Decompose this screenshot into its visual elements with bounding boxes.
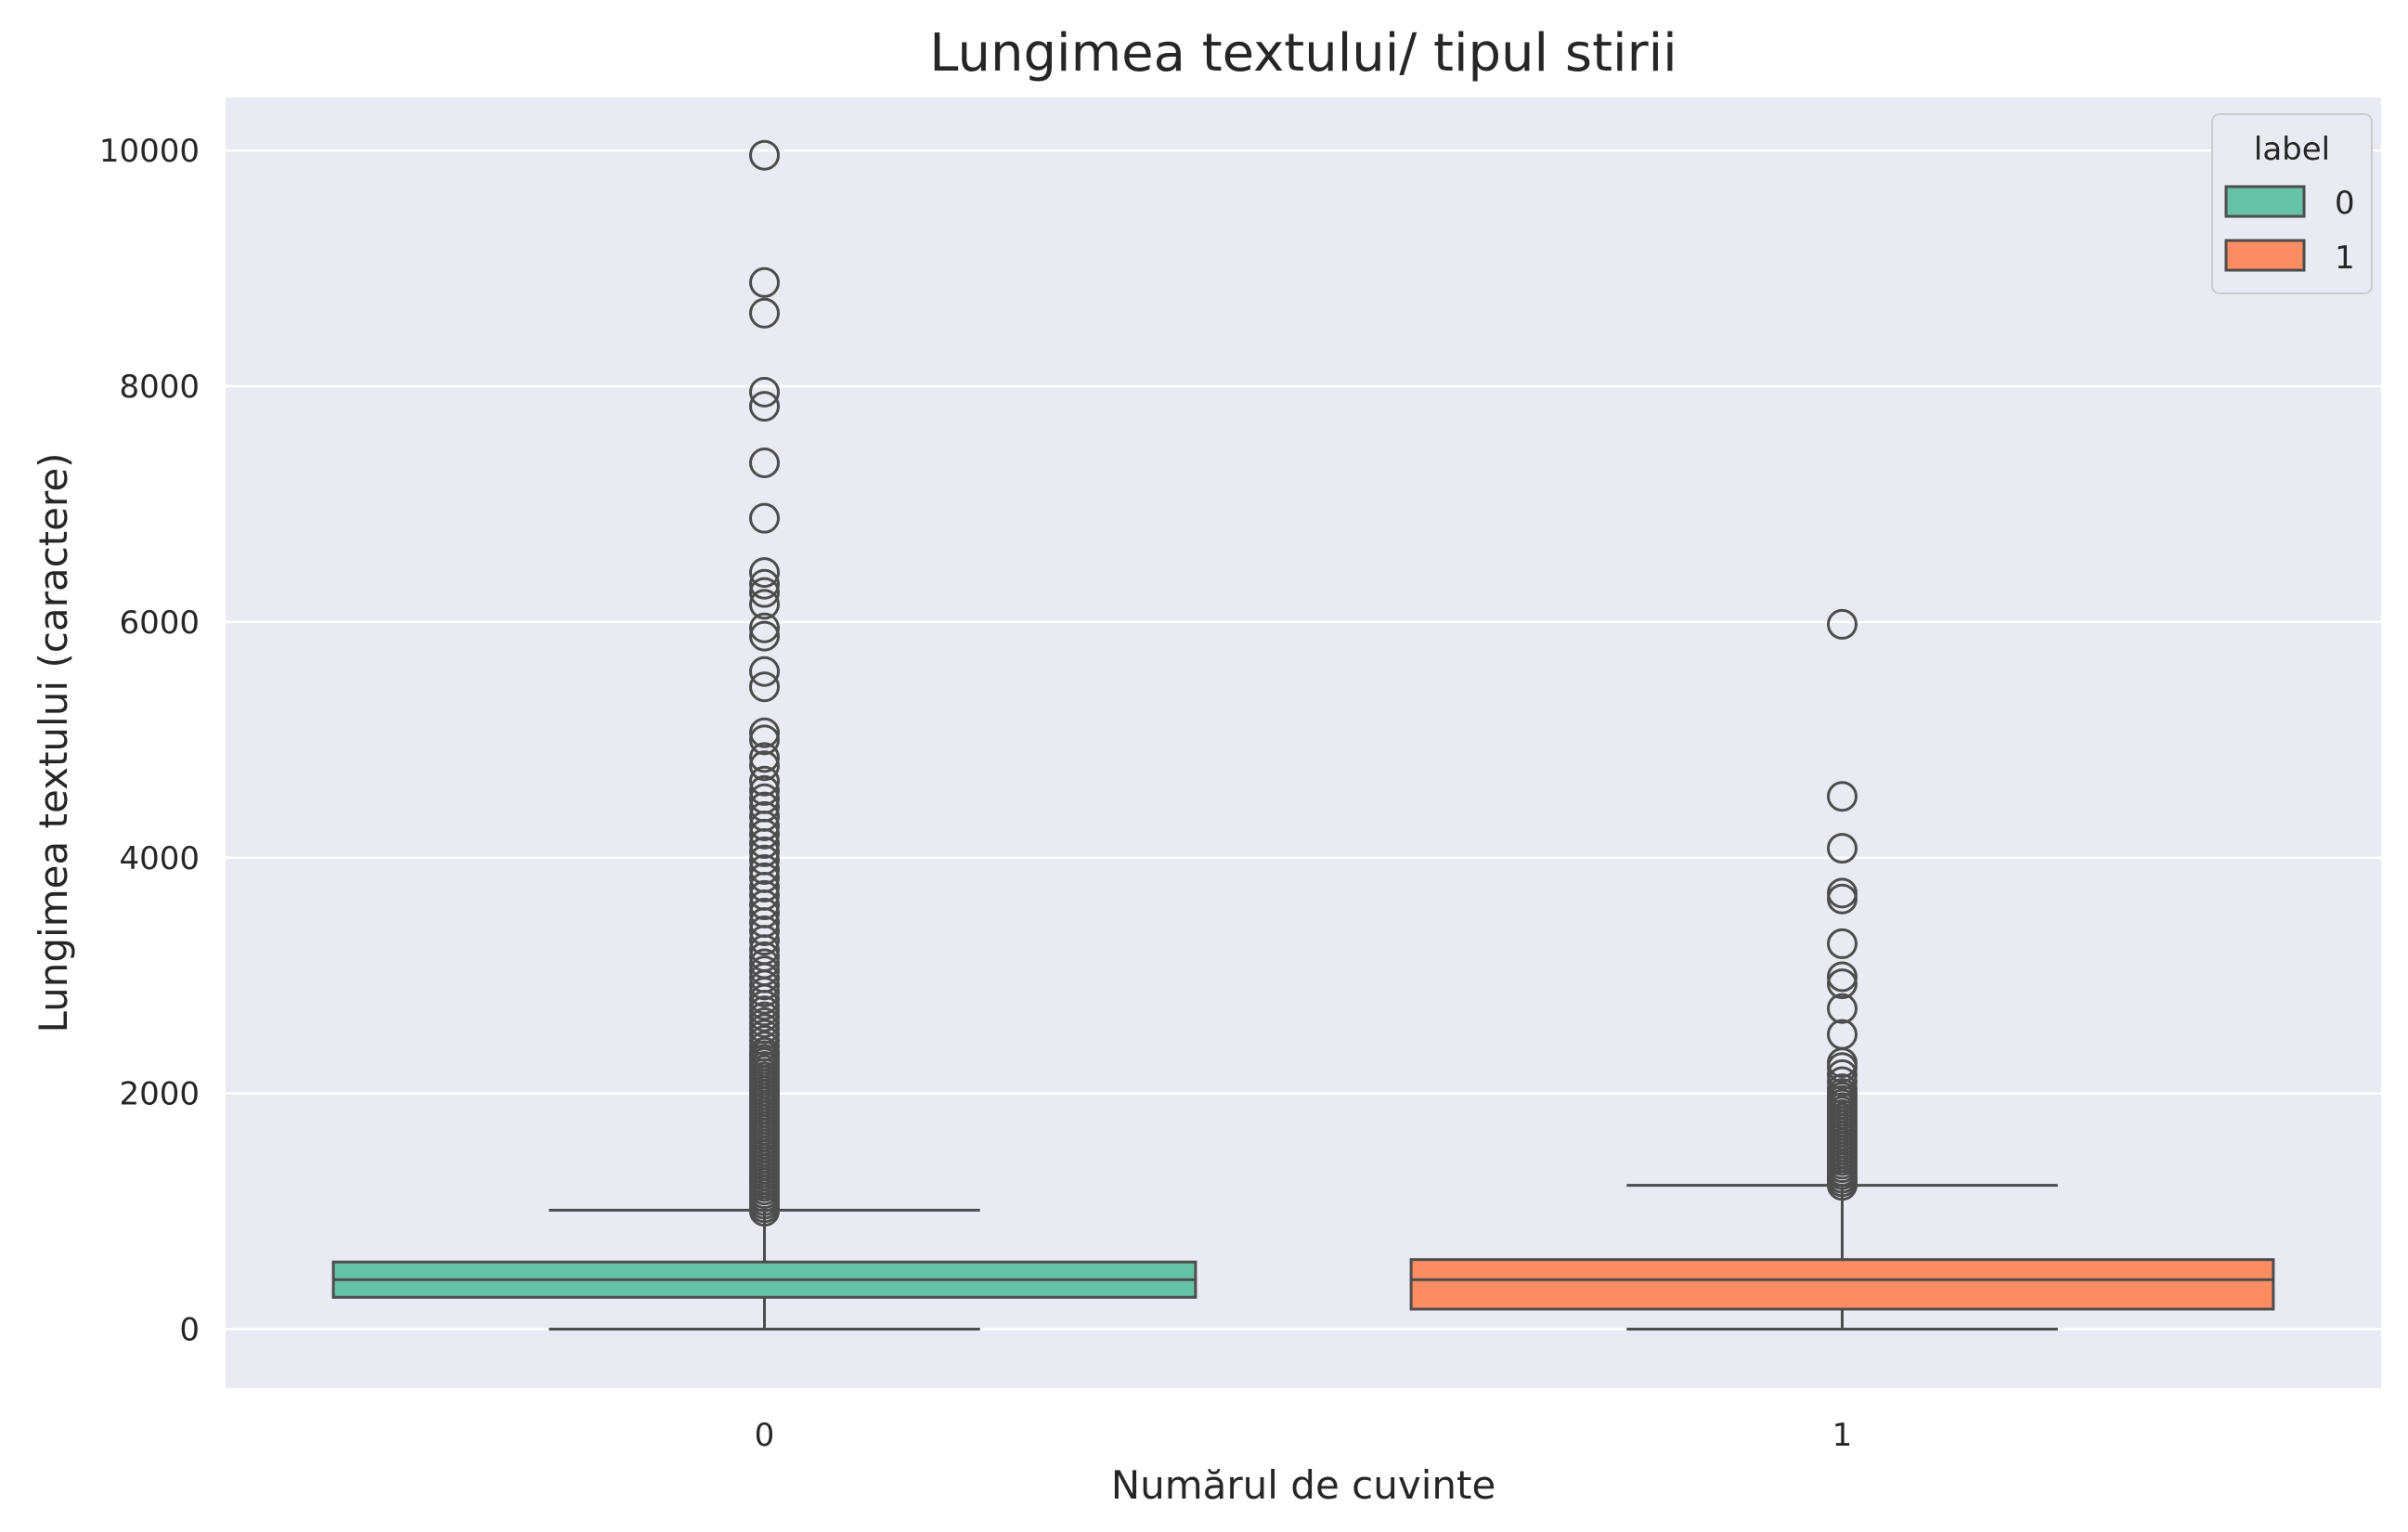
y-tick-label-3: 6000 <box>119 604 200 642</box>
outlier-0-97 <box>749 297 780 329</box>
outlier-1-38 <box>1827 877 1858 909</box>
x-tick-label-0: 0 <box>755 1417 775 1454</box>
outlier-0-84 <box>749 717 780 748</box>
outlier-0-78 <box>749 783 780 814</box>
outlier-0-77 <box>749 791 780 823</box>
x-tick-label-1: 1 <box>1832 1417 1853 1454</box>
box-series <box>331 139 2275 1331</box>
outlier-1-27 <box>1827 1073 1858 1105</box>
outlier-0-72 <box>749 836 780 867</box>
outlier-1-34 <box>1827 968 1858 1000</box>
y-axis-label: Lungimea textului (caractere) <box>31 452 76 1032</box>
outlier-0-82 <box>749 742 780 773</box>
legend-entry-0: 0 <box>2335 185 2355 222</box>
outlier-0-92 <box>749 557 780 589</box>
outlier-0-89 <box>749 589 780 620</box>
outlier-1-35 <box>1827 961 1858 993</box>
legend-entry-1: 1 <box>2335 240 2355 277</box>
outlier-0-91 <box>749 568 780 600</box>
outlier-0-86 <box>749 656 780 687</box>
legend-title: label <box>2254 131 2330 168</box>
outlier-0-94 <box>749 448 780 479</box>
outlier-0-93 <box>749 502 780 534</box>
outlier-0-76 <box>749 800 780 832</box>
box-group-1 <box>1409 608 2275 1331</box>
outlier-0-65 <box>749 897 780 928</box>
outlier-0-67 <box>749 879 780 911</box>
outlier-0-99 <box>749 139 780 171</box>
outlier-1-41 <box>1827 608 1858 640</box>
x-axis-label: Numărul de cuvinte <box>1111 1462 1496 1508</box>
y-tick-label-1: 2000 <box>119 1076 200 1113</box>
box-group-0 <box>331 139 1198 1331</box>
chart-title: Lungimea textului/ tipul stirii <box>929 23 1677 84</box>
outlier-0-59 <box>749 948 780 980</box>
y-tick-label-0: 0 <box>179 1312 200 1349</box>
outlier-0-79 <box>749 774 780 806</box>
outlier-0-85 <box>749 671 780 703</box>
outlier-0-95 <box>749 391 780 422</box>
legend: label 0 1 <box>2211 113 2373 294</box>
outlier-1-32 <box>1827 1019 1858 1050</box>
outlier-0-81 <box>749 750 780 782</box>
outlier-1-39 <box>1827 833 1858 864</box>
outlier-0-71 <box>749 844 780 876</box>
outlier-0-87 <box>749 620 780 652</box>
outlier-1-36 <box>1827 928 1858 959</box>
outlier-0-60 <box>749 941 780 972</box>
plot-area <box>226 97 2381 1388</box>
legend-swatch-0 <box>2224 185 2306 218</box>
y-tick-label-5: 10000 <box>99 133 200 170</box>
outlier-0-69 <box>749 862 780 893</box>
box-iqr-1 <box>1409 1258 2275 1311</box>
outlier-1-33 <box>1827 993 1858 1024</box>
outlier-1-40 <box>1827 781 1858 812</box>
outlier-0-70 <box>749 853 780 885</box>
outlier-0-96 <box>749 376 780 408</box>
outlier-0-83 <box>749 724 780 756</box>
outlier-1-29 <box>1827 1058 1858 1090</box>
outlier-0-63 <box>749 915 780 946</box>
outlier-0-88 <box>749 612 780 643</box>
outlier-1-28 <box>1827 1066 1858 1097</box>
y-axis-ticks: 0 2000 4000 6000 8000 10000 <box>99 133 200 1348</box>
outlier-0-80 <box>749 765 780 797</box>
outlier-0-58 <box>749 955 780 987</box>
outlier-0-90 <box>749 577 780 608</box>
y-tick-label-2: 4000 <box>119 840 200 877</box>
legend-swatch-1 <box>2224 239 2306 272</box>
outlier-0-98 <box>749 266 780 298</box>
y-tick-label-4: 8000 <box>119 369 200 406</box>
